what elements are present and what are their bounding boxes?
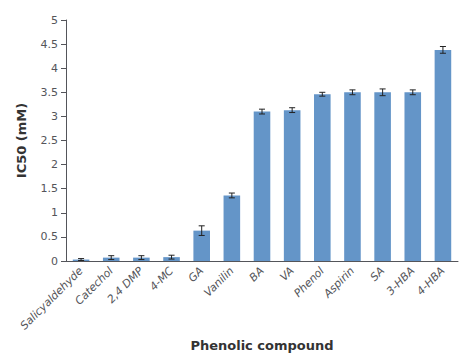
svg-text:3-HBA: 3-HBA — [384, 264, 417, 297]
svg-text:BA: BA — [247, 264, 267, 284]
svg-text:3.5: 3.5 — [41, 86, 59, 99]
svg-text:GA: GA — [186, 264, 207, 285]
svg-text:VA: VA — [277, 264, 296, 283]
svg-text:4: 4 — [51, 62, 58, 75]
svg-text:Catechol: Catechol — [72, 264, 116, 308]
svg-text:Phenolic compound: Phenolic compound — [190, 338, 333, 353]
svg-text:IC50 (mM): IC50 (mM) — [14, 103, 29, 178]
svg-text:0: 0 — [51, 255, 58, 268]
svg-text:0.5: 0.5 — [41, 230, 59, 243]
svg-text:Salicyaldehyde: Salicyaldehyde — [17, 264, 86, 333]
svg-text:Aspirin: Aspirin — [320, 264, 357, 301]
svg-text:4.5: 4.5 — [41, 38, 59, 51]
svg-text:1: 1 — [51, 206, 58, 219]
svg-text:4-HBA: 4-HBA — [414, 264, 447, 297]
svg-text:2.5: 2.5 — [41, 134, 59, 147]
svg-text:4-MC: 4-MC — [147, 264, 176, 293]
svg-text:3: 3 — [51, 110, 58, 123]
svg-text:2,4 DMP: 2,4 DMP — [105, 264, 147, 306]
svg-text:2: 2 — [51, 158, 58, 171]
svg-text:SA: SA — [368, 264, 387, 283]
svg-text:Vanilin: Vanilin — [201, 264, 236, 299]
svg-text:5: 5 — [51, 14, 58, 27]
svg-text:Phenol: Phenol — [291, 264, 326, 299]
svg-text:1.5: 1.5 — [41, 182, 59, 195]
